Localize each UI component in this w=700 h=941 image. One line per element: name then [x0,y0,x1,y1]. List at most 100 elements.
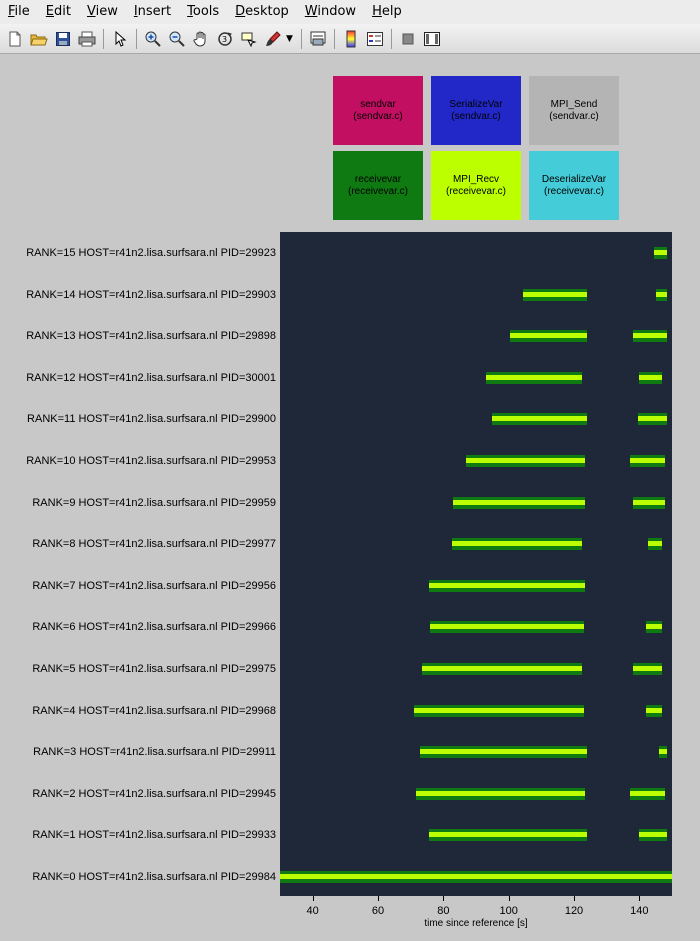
x-tick-label: 100 [499,905,518,917]
legend-entry-sendvar: sendvar (sendvar.c) [333,76,423,145]
timeline-segment [280,871,672,883]
x-axis-label: time since reference [s] [424,918,528,929]
timeline-segment [428,579,586,592]
x-tick-mark [574,896,575,901]
timeline-segment [655,288,668,301]
x-tick-mark [312,896,314,901]
legend-entry-name: receivevar [354,173,402,185]
new-figure-icon[interactable] [4,28,26,50]
pan-hand-icon[interactable] [190,28,212,50]
show-plot-tools-icon[interactable] [421,28,443,50]
menu-desktop[interactable]: Desktop [227,0,297,24]
timeline-segment [647,538,663,551]
legend-entry-file: (receivevar.c) [543,185,604,197]
menu-edit[interactable]: Edit [38,0,79,24]
legend-entry-name: MPI_Recv [452,173,500,185]
rank-label: RANK=13 HOST=r41n2.lisa.surfsara.nl PID=… [26,330,276,343]
chevron-down-icon[interactable]: ▼ [286,33,293,44]
x-tick-label: 40 [306,905,319,917]
colorbar-icon[interactable] [340,28,362,50]
timeline-segment [654,247,668,259]
legend-entry-deserializevar: DeserializeVar (receivevar.c) [529,151,619,220]
legend-entry-serializevar: SerializeVar (sendvar.c) [431,76,521,145]
menu-file[interactable]: File [0,0,38,24]
legend-entry-mpi-recv: MPI_Recv (receivevar.c) [431,151,521,220]
rank-label: RANK=12 HOST=r41n2.lisa.surfsara.nl PID=… [26,371,276,384]
rank-label: RANK=6 HOST=r41n2.lisa.surfsara.nl PID=2… [32,621,276,634]
menu-bar: File Edit View Insert Tools Desktop Window Help [0,0,700,24]
rank-label: RANK=10 HOST=r41n2.lisa.surfsara.nl PID=… [26,455,276,467]
edit-plot-arrow-icon[interactable] [109,28,131,50]
hide-plot-tools-icon[interactable] [397,28,419,50]
menu-window[interactable]: Window [297,0,364,24]
timeline-segment [485,371,583,384]
rank-label: RANK=11 HOST=r41n2.lisa.surfsara.nl PID=… [27,413,276,426]
timeline-segment [413,704,584,717]
x-tick-label: 140 [630,905,649,917]
timeline-segment [492,413,588,426]
legend-entry-name: DeserializeVar [541,173,607,185]
open-file-icon[interactable] [28,28,50,50]
menu-mnemonic: W [304,4,318,19]
save-icon[interactable] [52,28,74,50]
menu-view[interactable]: View [79,0,126,24]
timeline-segment [629,455,666,467]
legend-entry-receivevar: receivevar (receivevar.c) [333,151,423,220]
x-tick-label: 80 [437,905,450,917]
legend-entry-file: (sendvar.c) [549,110,599,122]
legend-entry-file: (receivevar.c) [347,185,408,197]
data-cursor-icon[interactable] [238,28,260,50]
timeline-segment [451,538,583,551]
menu-label-rest: iew [95,4,118,19]
legend-entry-file: (receivevar.c) [445,185,506,197]
zoom-in-icon[interactable] [142,28,164,50]
menu-mnemonic: E [45,4,54,19]
timeline-plot-area[interactable] [280,232,672,896]
menu-label-rest: ile [14,4,30,19]
brush-icon[interactable] [262,28,284,50]
timeline-segment [422,663,583,675]
menu-mnemonic: D [235,4,246,19]
zoom-out-icon[interactable] [166,28,188,50]
legend-entry-name: sendvar [360,98,396,110]
toolbar-separator [301,28,302,49]
toolbar-separator [103,28,104,49]
rank-label: RANK=14 HOST=r41n2.lisa.surfsara.nl PID=… [26,288,276,301]
menu-mnemonic: H [372,4,382,19]
legend-entry-name: SerializeVar [449,98,503,110]
timeline-segment [523,288,588,301]
timeline-segment [420,746,588,759]
menu-mnemonic: V [86,4,96,19]
figure-toolbar: 3 ▼ [0,24,700,54]
legend-entry-file: (sendvar.c) [451,110,501,122]
menu-label-rest: ools [192,4,220,19]
rank-label: RANK=1 HOST=r41n2.lisa.surfsara.nl PID=2… [32,829,276,842]
timeline-segment [428,829,588,842]
print-icon[interactable] [76,28,98,50]
menu-mnemonic: F [8,4,15,19]
rank-label: RANK=9 HOST=r41n2.lisa.surfsara.nl PID=2… [32,496,276,509]
rank-label: RANK=8 HOST=r41n2.lisa.surfsara.nl PID=2… [32,538,276,551]
legend-icon[interactable] [364,28,386,50]
svg-text:3: 3 [222,35,227,44]
link-plot-icon[interactable] [307,28,329,50]
rank-label: RANK=5 HOST=r41n2.lisa.surfsara.nl PID=2… [32,663,276,675]
menu-tools[interactable]: Tools [179,0,227,24]
legend-entry-file: (sendvar.c) [353,110,403,122]
toolbar-separator [334,28,335,49]
timeline-segment [639,371,663,384]
legend-entry-mpi-send: MPI_Send (sendvar.c) [529,76,619,145]
menu-help[interactable]: Help [364,0,410,24]
rank-label: RANK=4 HOST=r41n2.lisa.surfsara.nl PID=2… [32,704,276,717]
menu-insert[interactable]: Insert [126,0,179,24]
timeline-segment [510,330,588,343]
menu-mnemonic: T [187,4,193,19]
timeline-segment [632,330,668,343]
rank-label: RANK=7 HOST=r41n2.lisa.surfsara.nl PID=2… [32,579,276,592]
timeline-segment [632,496,666,509]
rotate-3d-icon[interactable]: 3 [214,28,236,50]
x-tick-mark [378,896,379,901]
menu-mnemonic: I [133,4,138,19]
x-tick-label: 120 [564,905,584,917]
x-tick-mark [639,896,641,901]
